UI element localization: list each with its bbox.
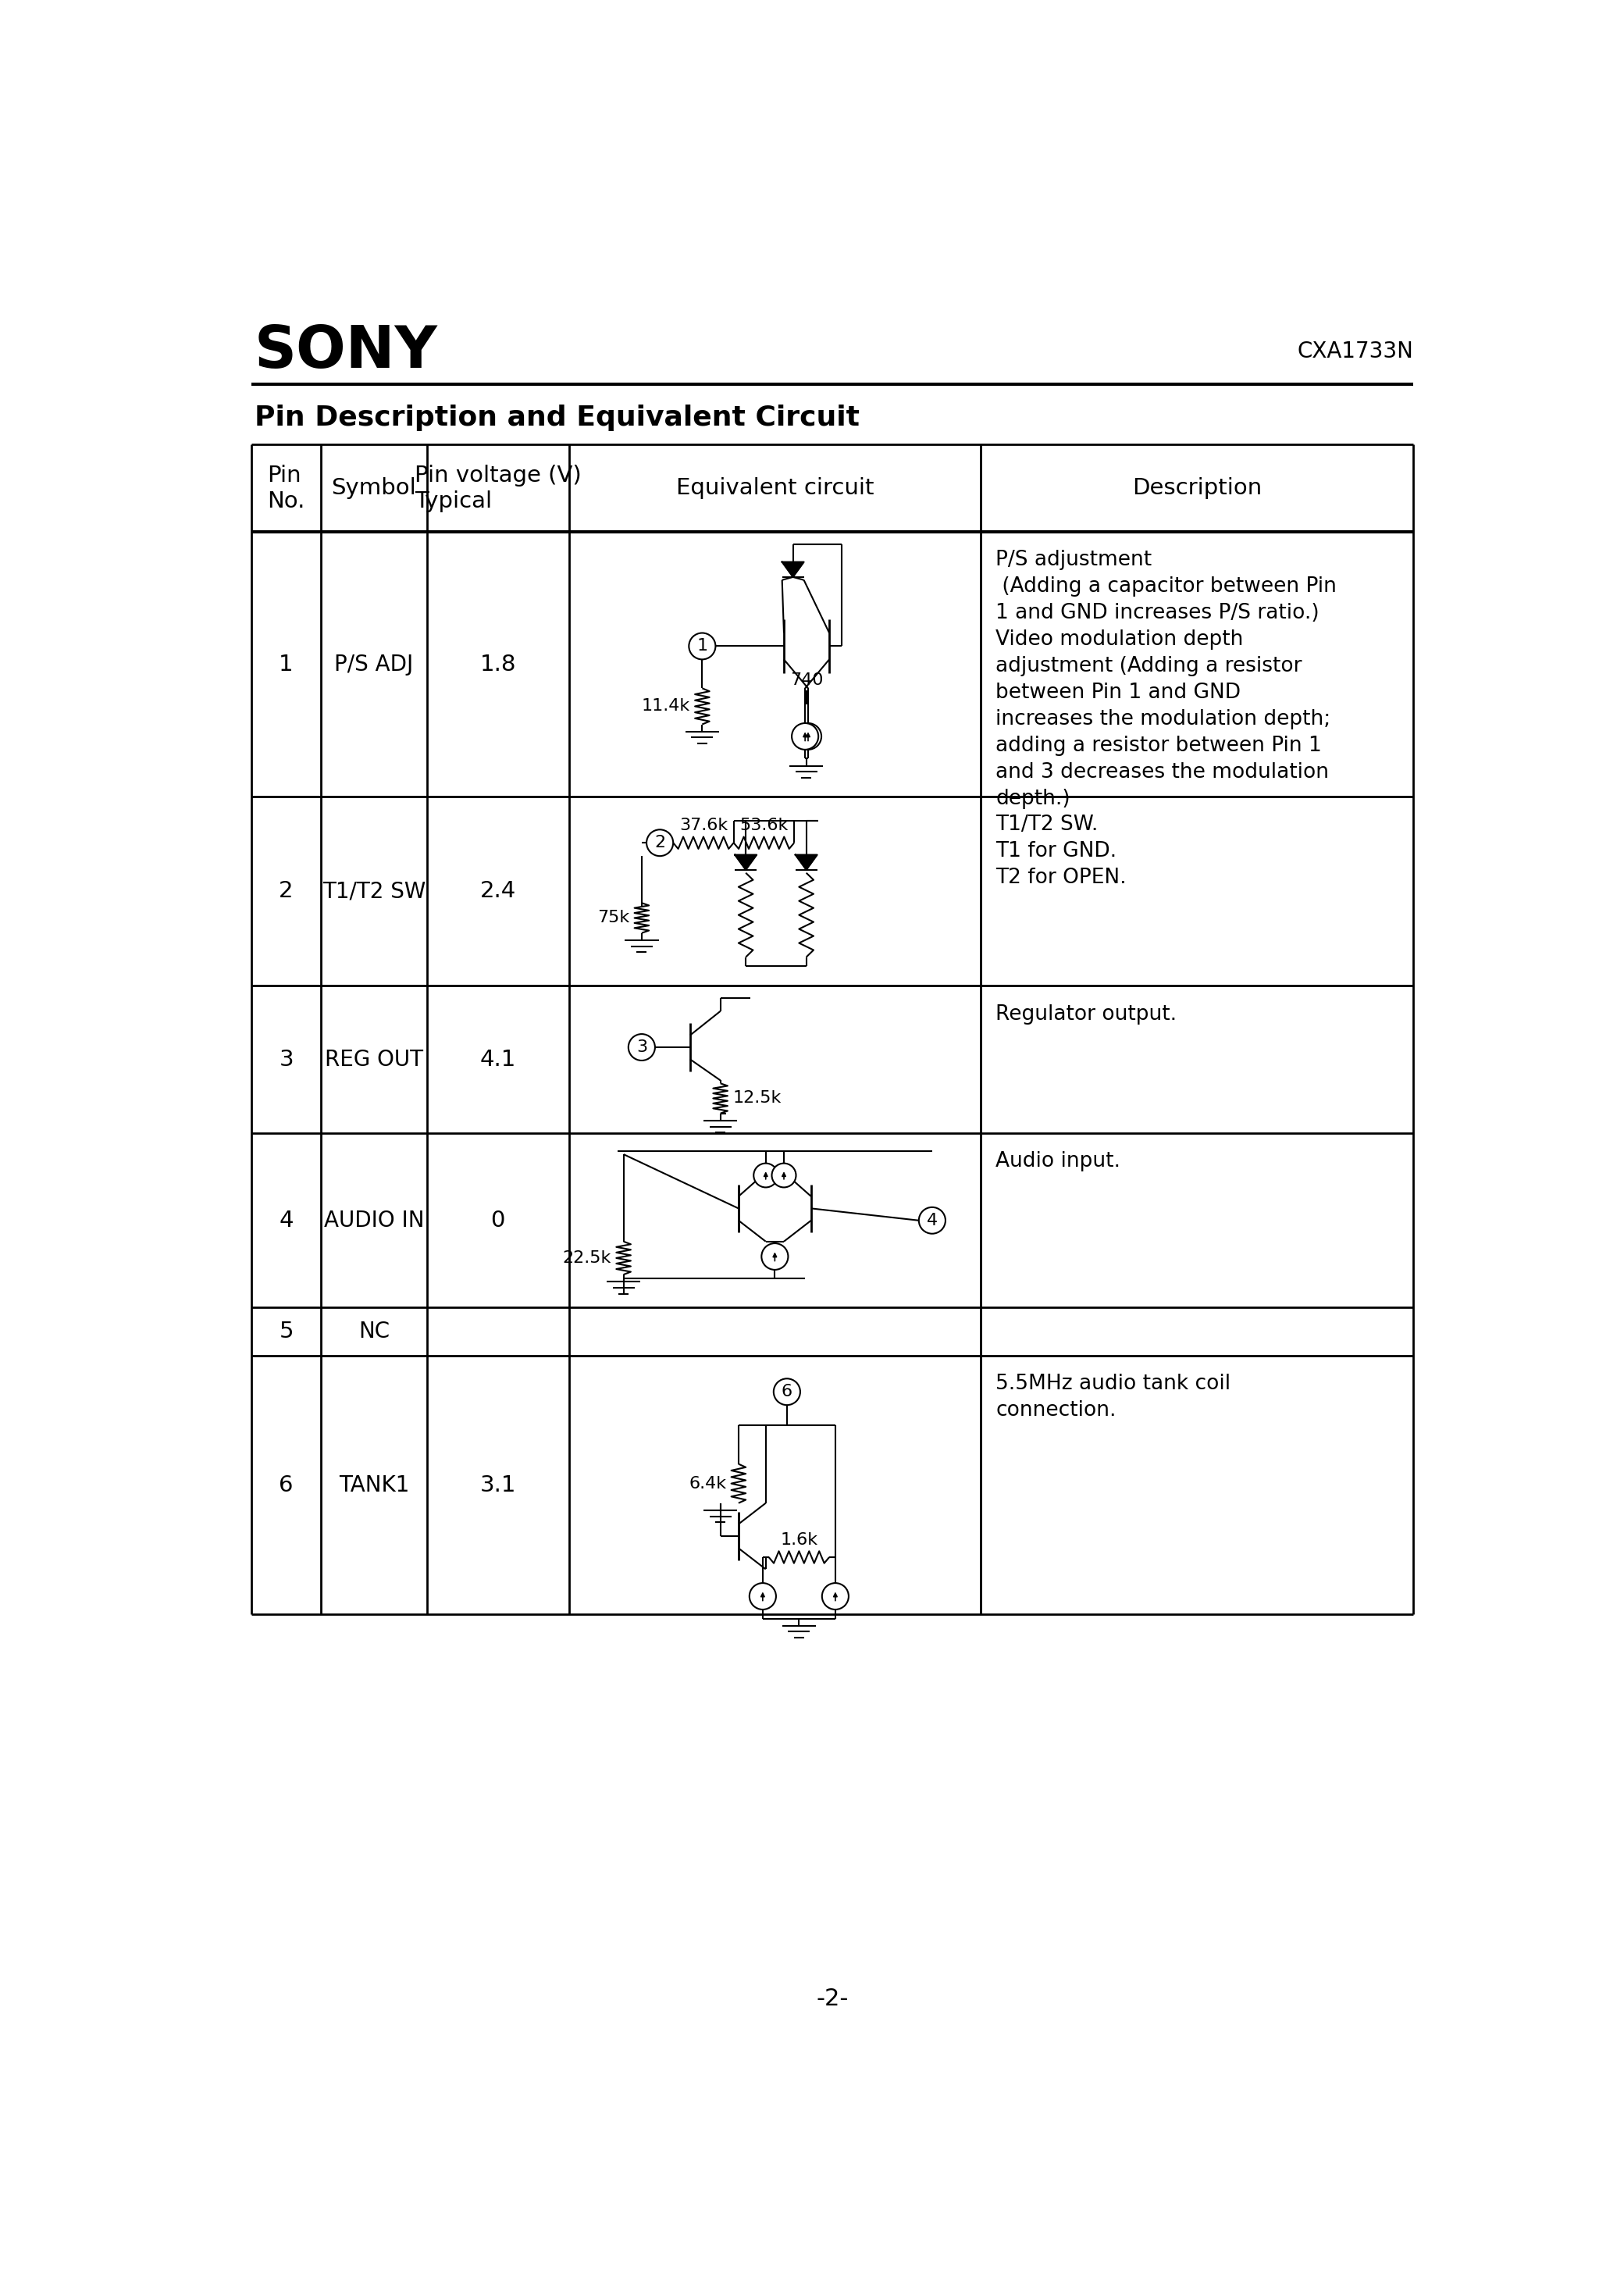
Text: 5: 5 [279,1321,294,1342]
Polygon shape [796,854,817,870]
Circle shape [628,1034,654,1062]
Polygon shape [736,854,757,870]
Text: Pin Description and Equivalent Circuit: Pin Description and Equivalent Circuit [255,405,859,431]
Text: P/S adjustment
 (Adding a capacitor between Pin
1 and GND increases P/S ratio.)
: P/S adjustment (Adding a capacitor betwe… [996,549,1337,809]
Text: Pin voltage (V)
Typical: Pin voltage (V) Typical [414,465,581,513]
Text: 4.1: 4.1 [479,1048,516,1071]
Circle shape [822,1583,849,1611]
Polygon shape [783,563,804,576]
Text: 4: 4 [927,1212,937,1228]
Text: 2: 2 [654,836,666,850]
Text: 2: 2 [279,879,294,902]
Text: 740: 740 [789,672,823,688]
Text: 2.4: 2.4 [481,879,516,902]
Text: 3: 3 [279,1048,294,1071]
Text: 75k: 75k [598,911,630,925]
Circle shape [794,722,822,749]
Circle shape [762,1244,788,1269]
Text: P/S ADJ: P/S ADJ [335,654,414,674]
Text: Regulator output.: Regulator output. [996,1005,1177,1025]
Text: T1/T2 SW: T1/T2 SW [322,879,425,902]
Text: 11.4k: 11.4k [641,699,690,713]
Text: TANK1: TANK1 [339,1474,409,1497]
Text: Pin
No.: Pin No. [268,465,305,513]
Circle shape [749,1583,776,1611]
Circle shape [771,1164,796,1187]
Text: REG OUT: REG OUT [325,1048,424,1071]
Circle shape [793,722,818,749]
Text: 12.5k: 12.5k [732,1091,781,1107]
Text: 53.6k: 53.6k [739,818,788,834]
Text: 1.8: 1.8 [479,654,516,674]
Text: 37.6k: 37.6k [679,818,728,834]
Text: 5.5MHz audio tank coil
connection.: 5.5MHz audio tank coil connection. [996,1374,1231,1421]
Text: SONY: SONY [255,323,438,380]
Text: AUDIO IN: AUDIO IN [323,1210,424,1232]
Text: NC: NC [359,1321,390,1342]
Text: 22.5k: 22.5k [564,1251,612,1267]
Text: Equivalent circuit: Equivalent circuit [676,478,874,499]
Text: 6.4k: 6.4k [689,1476,726,1492]
Circle shape [689,633,716,658]
Text: Description: Description [1132,478,1262,499]
Text: Audio input.: Audio input. [996,1150,1121,1171]
Text: CXA1733N: CXA1733N [1298,342,1413,362]
Circle shape [773,1378,801,1406]
Text: 6: 6 [279,1474,294,1497]
Circle shape [919,1207,945,1235]
Circle shape [646,829,674,857]
Text: 1: 1 [279,654,294,674]
Text: 1.6k: 1.6k [780,1531,818,1547]
Circle shape [754,1164,778,1187]
Text: 3.1: 3.1 [479,1474,516,1497]
Text: 3: 3 [637,1039,648,1055]
Text: Symbol: Symbol [331,478,416,499]
Text: 0: 0 [490,1210,505,1232]
Text: 4: 4 [279,1210,294,1232]
Text: 1: 1 [697,638,708,654]
Text: 6: 6 [781,1385,793,1399]
Text: T1/T2 SW.
T1 for GND.
T2 for OPEN.: T1/T2 SW. T1 for GND. T2 for OPEN. [996,816,1127,888]
Text: -2-: -2- [817,1989,848,2011]
